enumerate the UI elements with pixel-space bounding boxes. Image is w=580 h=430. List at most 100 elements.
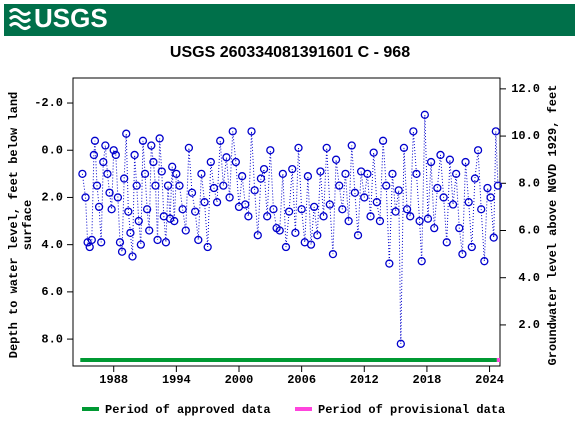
data-point — [149, 157, 158, 167]
data-point — [99, 157, 108, 167]
data-point — [423, 214, 433, 223]
data-point — [486, 193, 495, 202]
x-tick-label: 2012 — [350, 373, 379, 387]
header-bar — [4, 4, 575, 36]
x-tick-label: 2006 — [287, 373, 316, 387]
x-tick-label: 2024 — [475, 373, 504, 387]
data-point — [184, 143, 194, 153]
data-point — [396, 339, 405, 348]
data-point — [363, 169, 372, 178]
y2-tick-label: 12.0 — [511, 82, 540, 96]
data-point — [244, 212, 253, 221]
y-axis-label-line: Depth to water level, feet below land — [7, 92, 21, 358]
data-point — [399, 143, 409, 153]
y-tick-label: 0.0 — [41, 143, 63, 157]
data-point — [190, 207, 200, 216]
data-point — [412, 169, 421, 178]
data-point — [313, 231, 322, 240]
logo-text: USGS — [34, 3, 108, 33]
data-point — [409, 127, 418, 136]
data-point — [94, 202, 104, 212]
data-point — [140, 169, 150, 178]
data-point — [278, 169, 287, 178]
data-point — [402, 205, 412, 214]
data-point — [187, 188, 197, 197]
data-point — [394, 186, 403, 195]
data-point — [136, 240, 146, 249]
data-point — [124, 207, 133, 216]
y-tick-label: 8.0 — [41, 332, 63, 346]
data-point — [90, 136, 100, 145]
data-point — [109, 146, 118, 155]
data-point — [130, 150, 139, 160]
data-point — [103, 169, 112, 178]
data-point — [341, 169, 350, 178]
data-point — [369, 148, 378, 157]
data-point — [420, 110, 429, 119]
data-point — [406, 212, 415, 221]
data-point — [284, 207, 294, 216]
data-point — [325, 200, 334, 209]
data-point — [209, 183, 219, 193]
data-point — [253, 231, 262, 240]
data-point — [470, 174, 480, 183]
data-point — [122, 129, 131, 138]
y-axis-label-line: surface — [21, 200, 35, 250]
y2-tick-label: 2.0 — [518, 318, 540, 332]
data-point — [197, 169, 206, 178]
data-point — [259, 164, 269, 174]
data-point — [92, 181, 102, 190]
data-point — [328, 249, 338, 259]
data-point — [175, 181, 184, 190]
data-point — [151, 181, 160, 190]
data-point — [430, 223, 439, 233]
data-point — [172, 169, 181, 178]
data-point — [97, 238, 106, 247]
x-tick-label: 1994 — [162, 373, 191, 387]
data-point — [142, 205, 152, 214]
data-point — [335, 181, 344, 190]
data-point — [347, 141, 356, 150]
data-point — [155, 134, 164, 143]
data-point — [375, 216, 385, 226]
data-point — [200, 198, 209, 207]
data-point — [256, 174, 266, 183]
data-point — [306, 240, 316, 249]
data-point — [165, 214, 175, 223]
data-point — [107, 205, 116, 214]
data-point — [216, 136, 225, 145]
data-point — [212, 198, 222, 207]
data-point — [170, 216, 179, 226]
data-point — [163, 181, 173, 190]
data-point — [161, 238, 171, 247]
data-point — [206, 157, 215, 167]
data-point — [194, 235, 203, 245]
x-tick-label: 2018 — [413, 373, 442, 387]
data-point — [241, 200, 250, 209]
data-point — [281, 242, 291, 252]
data-point — [115, 238, 125, 247]
data-point — [275, 226, 284, 235]
data-point — [117, 247, 127, 256]
data-point — [87, 235, 96, 245]
data-point — [147, 141, 156, 150]
data-point — [491, 127, 500, 136]
data-point — [316, 167, 325, 176]
data-point — [294, 143, 303, 153]
y2-tick-label: 4.0 — [518, 271, 540, 285]
data-point — [138, 136, 148, 145]
data-point — [458, 249, 467, 259]
data-point — [81, 193, 90, 202]
data-point — [455, 223, 464, 233]
data-point — [477, 205, 486, 214]
data-point — [219, 181, 228, 190]
data-point — [78, 169, 87, 178]
data-point — [120, 174, 129, 183]
x-tick-label: 1988 — [99, 373, 128, 387]
series-line — [81, 114, 499, 344]
data-point — [269, 205, 278, 214]
data-point — [426, 157, 436, 167]
data-point — [319, 212, 328, 221]
y2-tick-label: 10.0 — [511, 129, 540, 143]
